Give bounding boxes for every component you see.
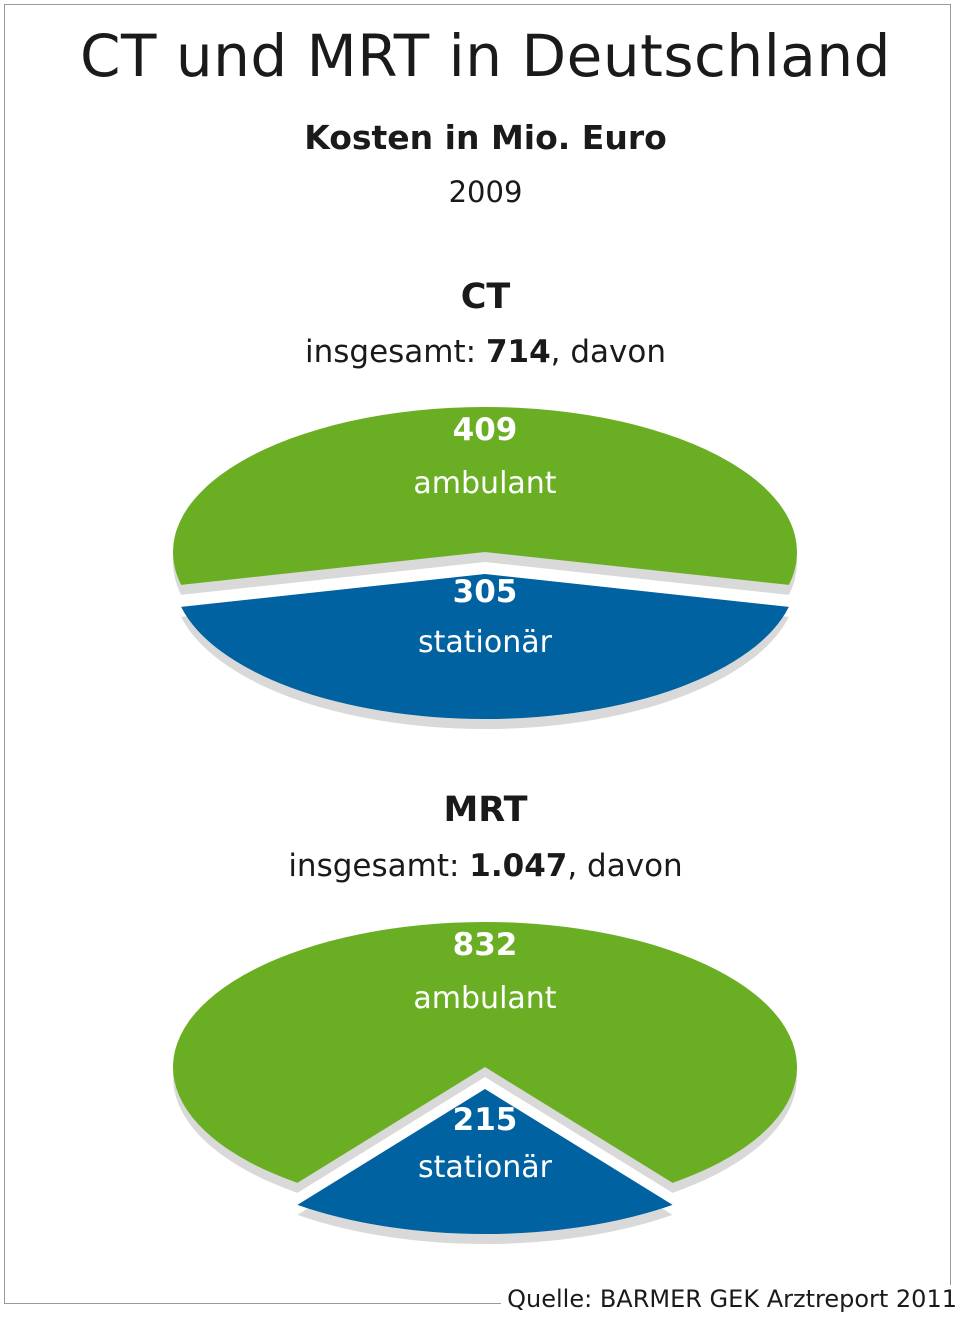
ct-stationaer-slice (181, 574, 789, 720)
ct-stationaer-value-label: 305 (453, 574, 518, 610)
mrt-total-prefix: insgesamt: (288, 848, 470, 884)
ct-ambulant-value-label: 409 (453, 412, 518, 448)
ct-total-line: insgesamt: 714, davon (0, 334, 971, 370)
source-note: Quelle: BARMER GEK Arztreport 2011 (501, 1285, 957, 1313)
ct-total-prefix: insgesamt: (304, 334, 486, 370)
mrt-title: MRT (443, 790, 528, 830)
ct-total-value: 714 (485, 334, 551, 370)
ct-title: CT (460, 277, 511, 317)
ct-ambulant-slice (172, 407, 798, 585)
ct-ambulant-category-label: ambulant (413, 466, 556, 501)
mrt-stationaer-slice (297, 1089, 673, 1234)
ct-stationaer-category-label: stationär (418, 625, 553, 660)
ct-total-suffix: , davon (550, 334, 667, 370)
ct-pie-chart: 409 ambulant 305 stationär (172, 407, 798, 730)
mrt-total-value: 1.047 (469, 848, 568, 884)
mrt-ambulant-value-label: 832 (453, 927, 518, 963)
chart-year: 2009 (448, 175, 523, 209)
mrt-ambulant-category-label: ambulant (413, 981, 556, 1016)
mrt-pie-chart: 832 ambulant 215 stationär (172, 921, 797, 1244)
chart-title: CT und MRT in Deutschland (80, 22, 891, 90)
mrt-total-suffix: , davon (567, 848, 683, 884)
mrt-total-line: insgesamt: 1.047, davon (0, 848, 971, 884)
mrt-stationaer-value-label: 215 (453, 1102, 518, 1138)
chart-subtitle: Kosten in Mio. Euro (304, 118, 667, 157)
chart-frame (4, 4, 951, 1304)
mrt-stationaer-category-label: stationär (418, 1150, 553, 1185)
mrt-ambulant-slice (172, 921, 797, 1183)
